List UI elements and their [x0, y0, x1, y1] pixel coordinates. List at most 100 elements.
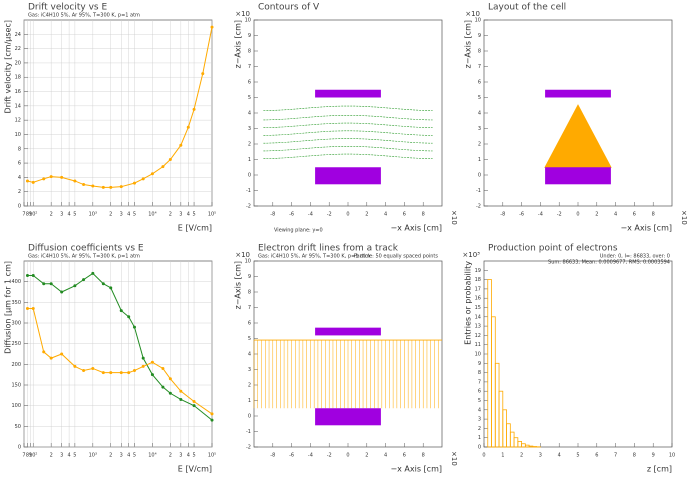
- data-point: [161, 165, 165, 169]
- contour-line: [263, 105, 433, 111]
- data-point: [73, 364, 77, 368]
- y-tick-label: 3: [478, 126, 481, 132]
- contour-line: [263, 146, 433, 152]
- chart-title: Diffusion coefficients vs E: [28, 244, 144, 254]
- x-tick-label: 6: [633, 212, 636, 218]
- x-tick-label: 0: [482, 453, 485, 459]
- x-tick-label: 6: [403, 212, 406, 218]
- data-point: [210, 418, 214, 422]
- y-tick-label: 5: [248, 336, 251, 342]
- x-tick-label: 8: [422, 453, 425, 459]
- y-tick-label: 0: [248, 173, 251, 179]
- x-tick-label: 2: [109, 453, 112, 459]
- x-multiplier: ×10: [450, 210, 458, 225]
- data-point: [192, 400, 196, 404]
- data-point: [132, 181, 136, 185]
- y-tick-label: 2: [18, 189, 21, 195]
- y-tick-label: 8: [248, 290, 251, 296]
- electron-cloud: [544, 104, 612, 168]
- y-tick-label: 24: [15, 32, 21, 38]
- electrode: [315, 167, 381, 185]
- x-tick-label: 10³: [89, 453, 97, 459]
- y-tick-label: 6: [248, 321, 251, 327]
- data-point: [82, 369, 86, 373]
- panel: Contours of V Viewing plane: y=0 −x Axis […: [234, 3, 459, 234]
- x-tick-label: 8: [422, 212, 425, 218]
- x-tick-label: 10³: [89, 212, 97, 218]
- y-tick-label: -1: [246, 429, 251, 435]
- data-point: [82, 278, 86, 282]
- contour-line: [263, 138, 433, 144]
- x-tick-label: 3: [120, 212, 123, 218]
- stats-text: Under: 0, I=: 86833, over: 0: [600, 254, 670, 260]
- x-tick-label: 3: [120, 453, 123, 459]
- electrode: [315, 327, 381, 336]
- y-axis-label: z−Axis [cm]: [234, 261, 243, 309]
- y-tick-label: 8: [18, 146, 21, 152]
- data-point: [150, 360, 154, 364]
- data-point: [141, 356, 145, 360]
- x-axis-label: −x Axis [cm]: [390, 224, 442, 233]
- x-tick-label: -2: [327, 212, 332, 218]
- x-tick-label: 8: [652, 212, 655, 218]
- data-point: [31, 307, 35, 311]
- data-point: [60, 352, 64, 356]
- x-tick-label: 4: [384, 212, 387, 218]
- data-point: [25, 179, 29, 183]
- data-point: [73, 179, 77, 183]
- y-tick-label: 4: [248, 111, 251, 117]
- x-tick-label: 2: [595, 212, 598, 218]
- y-tick-label: 8: [478, 49, 481, 55]
- x-tick-label: 9: [29, 453, 32, 459]
- y-tick-label: 4: [18, 175, 21, 181]
- histogram-bar: [528, 445, 534, 448]
- y-axis-label: Diffusion [μm for 1 cm]: [4, 261, 13, 354]
- y-tick-label: 15: [475, 305, 481, 311]
- x-tick-label: -6: [519, 212, 524, 218]
- y-tick-label: 20: [15, 60, 21, 66]
- y-tick-label: 200: [11, 362, 21, 368]
- plot-frame: [483, 260, 673, 448]
- data-point: [60, 290, 64, 294]
- x-tick-label: -8: [270, 212, 275, 218]
- y-tick-label: 300: [11, 321, 21, 327]
- data-point: [31, 180, 35, 184]
- electrode: [545, 167, 611, 185]
- x-tick-label: 10⁴: [148, 212, 156, 218]
- y-axis-label: Entries or probability: [464, 261, 473, 345]
- y-tick-label: 100: [11, 403, 21, 409]
- y-tick-label: 16: [15, 89, 21, 95]
- y-tick-label: 6: [478, 389, 481, 395]
- y-multiplier: ×10: [235, 10, 250, 18]
- x-tick-label: 5: [192, 453, 195, 459]
- x-tick-label: 9: [652, 453, 655, 459]
- data-point: [161, 366, 165, 370]
- electrode: [315, 408, 381, 426]
- series-line: [27, 272, 213, 421]
- data-point: [91, 271, 95, 275]
- y-tick-label: 10: [475, 18, 481, 24]
- y-tick-label: 3: [478, 417, 481, 423]
- y-tick-label: 6: [18, 161, 21, 167]
- y-tick-label: 0: [18, 445, 21, 451]
- data-point: [119, 309, 123, 313]
- data-point: [119, 185, 123, 189]
- x-tick-label: -4: [538, 212, 543, 218]
- x-multiplier: ×10: [450, 451, 458, 466]
- x-tick-label: 2: [169, 212, 172, 218]
- panel: Layout of the cell −x Axis [cm] z−Axis [cm…: [464, 3, 689, 233]
- x-tick-label: -6: [289, 212, 294, 218]
- data-point: [49, 282, 53, 286]
- x-tick-label: 4: [127, 212, 130, 218]
- note: Viewing plane: y=0: [274, 228, 323, 234]
- data-point: [210, 412, 214, 416]
- y-tick-label: 7: [478, 379, 481, 385]
- y-tick-label: 5: [478, 95, 481, 101]
- electrode: [545, 89, 611, 98]
- x-tick-label: 10⁵: [208, 453, 216, 459]
- y-multiplier: ×10: [235, 251, 250, 259]
- data-point: [25, 273, 29, 277]
- x-tick-label: 10⁵: [208, 212, 216, 218]
